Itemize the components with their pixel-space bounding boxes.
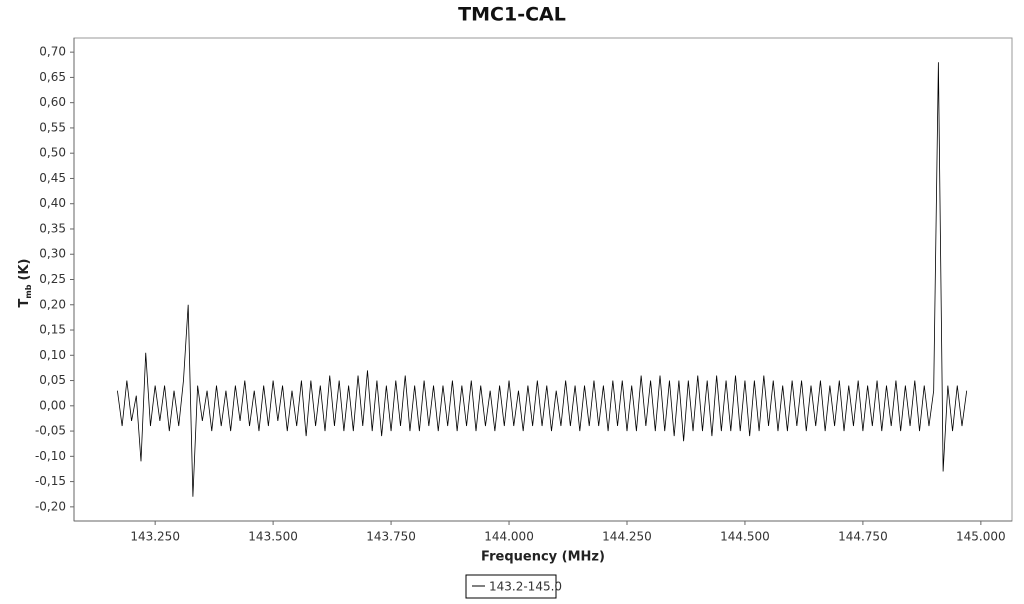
y-tick-label: 0,55 — [39, 120, 66, 134]
y-tick-label: 0,20 — [39, 297, 66, 311]
chart-title: TMC1-CAL — [458, 4, 566, 26]
spectrum-line — [117, 62, 968, 497]
y-tick-label: 0,00 — [39, 398, 66, 412]
y-tick-label: 0,65 — [39, 70, 66, 84]
legend-box — [465, 574, 557, 599]
y-axis-label: Tmb (K) — [17, 259, 33, 308]
y-label-main: T — [17, 298, 32, 307]
y-tick-label: -0,05 — [35, 424, 66, 438]
y-tick-label: -0,10 — [35, 449, 66, 463]
x-tick-label: 144.250 — [602, 530, 652, 544]
x-tick-label: 143.250 — [130, 530, 180, 544]
x-tick-label: 143.500 — [248, 530, 298, 544]
y-tick-label: 0,15 — [39, 323, 66, 337]
y-tick-label: 0,05 — [39, 373, 66, 387]
plot-frame — [73, 37, 1013, 522]
x-tick-label: 144.000 — [484, 530, 534, 544]
y-tick-label: 0,70 — [39, 45, 66, 59]
x-tick-label: 144.750 — [838, 530, 888, 544]
y-tick-label: 0,25 — [39, 272, 66, 286]
y-tick-label: 0,60 — [39, 95, 66, 109]
y-label-unit: (K) — [17, 259, 32, 281]
y-tick-label: 0,35 — [39, 221, 66, 235]
x-tick-label: 145.000 — [956, 530, 1006, 544]
y-tick-label: -0,20 — [35, 499, 66, 513]
x-tick-label: 143.750 — [366, 530, 416, 544]
y-tick-label: 0,40 — [39, 196, 66, 210]
x-axis-label: Frequency (MHz) — [481, 550, 605, 565]
legend-label: 143.2-145.0 — [489, 580, 562, 594]
y-tick-label: 0,30 — [39, 247, 66, 261]
y-tick-label: -0,15 — [35, 474, 66, 488]
y-tick-label: 0,10 — [39, 348, 66, 362]
y-label-sub: mb — [24, 284, 33, 298]
y-tick-label: 0,45 — [39, 171, 66, 185]
y-tick-label: 0,50 — [39, 146, 66, 160]
x-tick-label: 144.500 — [720, 530, 770, 544]
